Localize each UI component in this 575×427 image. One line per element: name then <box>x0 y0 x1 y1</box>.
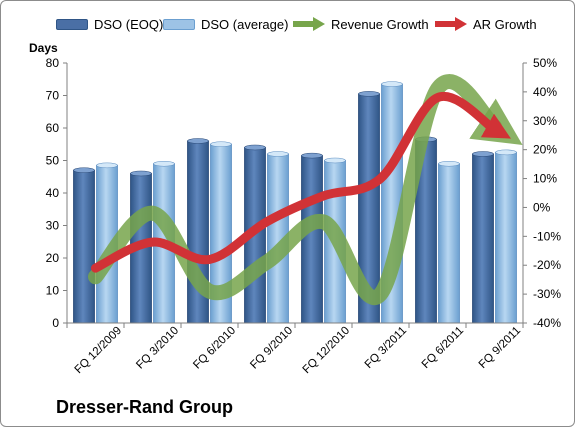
bar-top <box>187 138 209 144</box>
legend-label: Revenue Growth <box>331 16 429 32</box>
legend-item-revenue-growth: Revenue Growth <box>291 11 429 37</box>
bar-top <box>438 160 460 167</box>
legend-item-ar-growth: AR Growth <box>433 11 537 37</box>
bar-top <box>381 81 403 87</box>
y2-tick-label: -20% <box>533 258 561 272</box>
bar-top <box>73 167 95 174</box>
y-axis-title: Days <box>29 41 58 55</box>
x-tick-label: FQ 12/2009 <box>73 325 124 376</box>
bar-top <box>244 144 266 151</box>
bar <box>73 169 95 324</box>
y-tick-label: 20 <box>46 251 60 265</box>
legend-swatch-dso-average <box>163 18 195 30</box>
y2-tick-label: -30% <box>533 287 561 301</box>
y-tick-label: 70 <box>46 89 60 103</box>
y-tick-label: 10 <box>46 284 60 298</box>
y-tick-label: 50 <box>46 154 60 168</box>
y-tick-label: 0 <box>52 316 59 330</box>
legend: DSO (EOQ) DSO (average) Revenue Growth A… <box>1 11 574 37</box>
company-name: Dresser-Rand Group <box>56 397 234 417</box>
x-tick-label: FQ 3/2011 <box>363 325 409 371</box>
y2-tick-label: 0% <box>533 200 551 214</box>
bar-top <box>495 149 517 156</box>
legend-item-dso-average: DSO (average) <box>163 11 288 37</box>
legend-arrow-red-icon <box>435 17 467 31</box>
x-tick-label: FQ 9/2011 <box>477 325 523 371</box>
bar-top <box>153 160 175 167</box>
bar <box>472 153 494 324</box>
line-series-group <box>88 74 523 305</box>
x-tick-label: FQ 6/2010 <box>191 325 238 372</box>
bar-top <box>96 162 118 169</box>
bar-top <box>472 151 494 157</box>
bar-top <box>301 152 323 159</box>
y2-tick-label: 50% <box>533 56 557 70</box>
y2-tick-label: 30% <box>533 114 557 128</box>
x-tick-label: FQ 9/2010 <box>248 325 295 372</box>
bar <box>438 163 460 324</box>
bar-top <box>210 141 232 148</box>
y2-tick-label: 40% <box>533 85 557 99</box>
legend-label: DSO (EOQ) <box>94 16 164 32</box>
y-tick-label: 80 <box>46 56 60 70</box>
bar-top <box>267 151 289 157</box>
legend-label: AR Growth <box>473 16 537 32</box>
x-tick-label: FQ 12/2010 <box>301 325 352 376</box>
legend-label: DSO (average) <box>201 16 289 32</box>
bar <box>495 151 517 324</box>
y2-tick-label: 10% <box>533 172 557 186</box>
x-tick-label: FQ 3/2010 <box>134 325 181 372</box>
legend-item-dso-eoq: DSO (EOQ) <box>56 11 163 37</box>
y-tick-label: 40 <box>46 186 60 200</box>
bar <box>301 155 323 324</box>
ar-growth-line <box>91 92 511 273</box>
y2-tick-label: 20% <box>533 143 557 157</box>
y2-tick-label: -10% <box>533 229 561 243</box>
legend-swatch-dso-eoq <box>56 18 88 30</box>
y-tick-label: 60 <box>46 121 60 135</box>
y-tick-label: 30 <box>46 219 60 233</box>
y2-tick-label: -40% <box>533 316 561 330</box>
legend-arrow-green-icon <box>293 17 325 31</box>
bar-top <box>358 91 380 97</box>
bar-top <box>130 170 152 177</box>
x-tick-label: FQ 6/2011 <box>420 325 466 371</box>
bar-top <box>324 157 346 164</box>
